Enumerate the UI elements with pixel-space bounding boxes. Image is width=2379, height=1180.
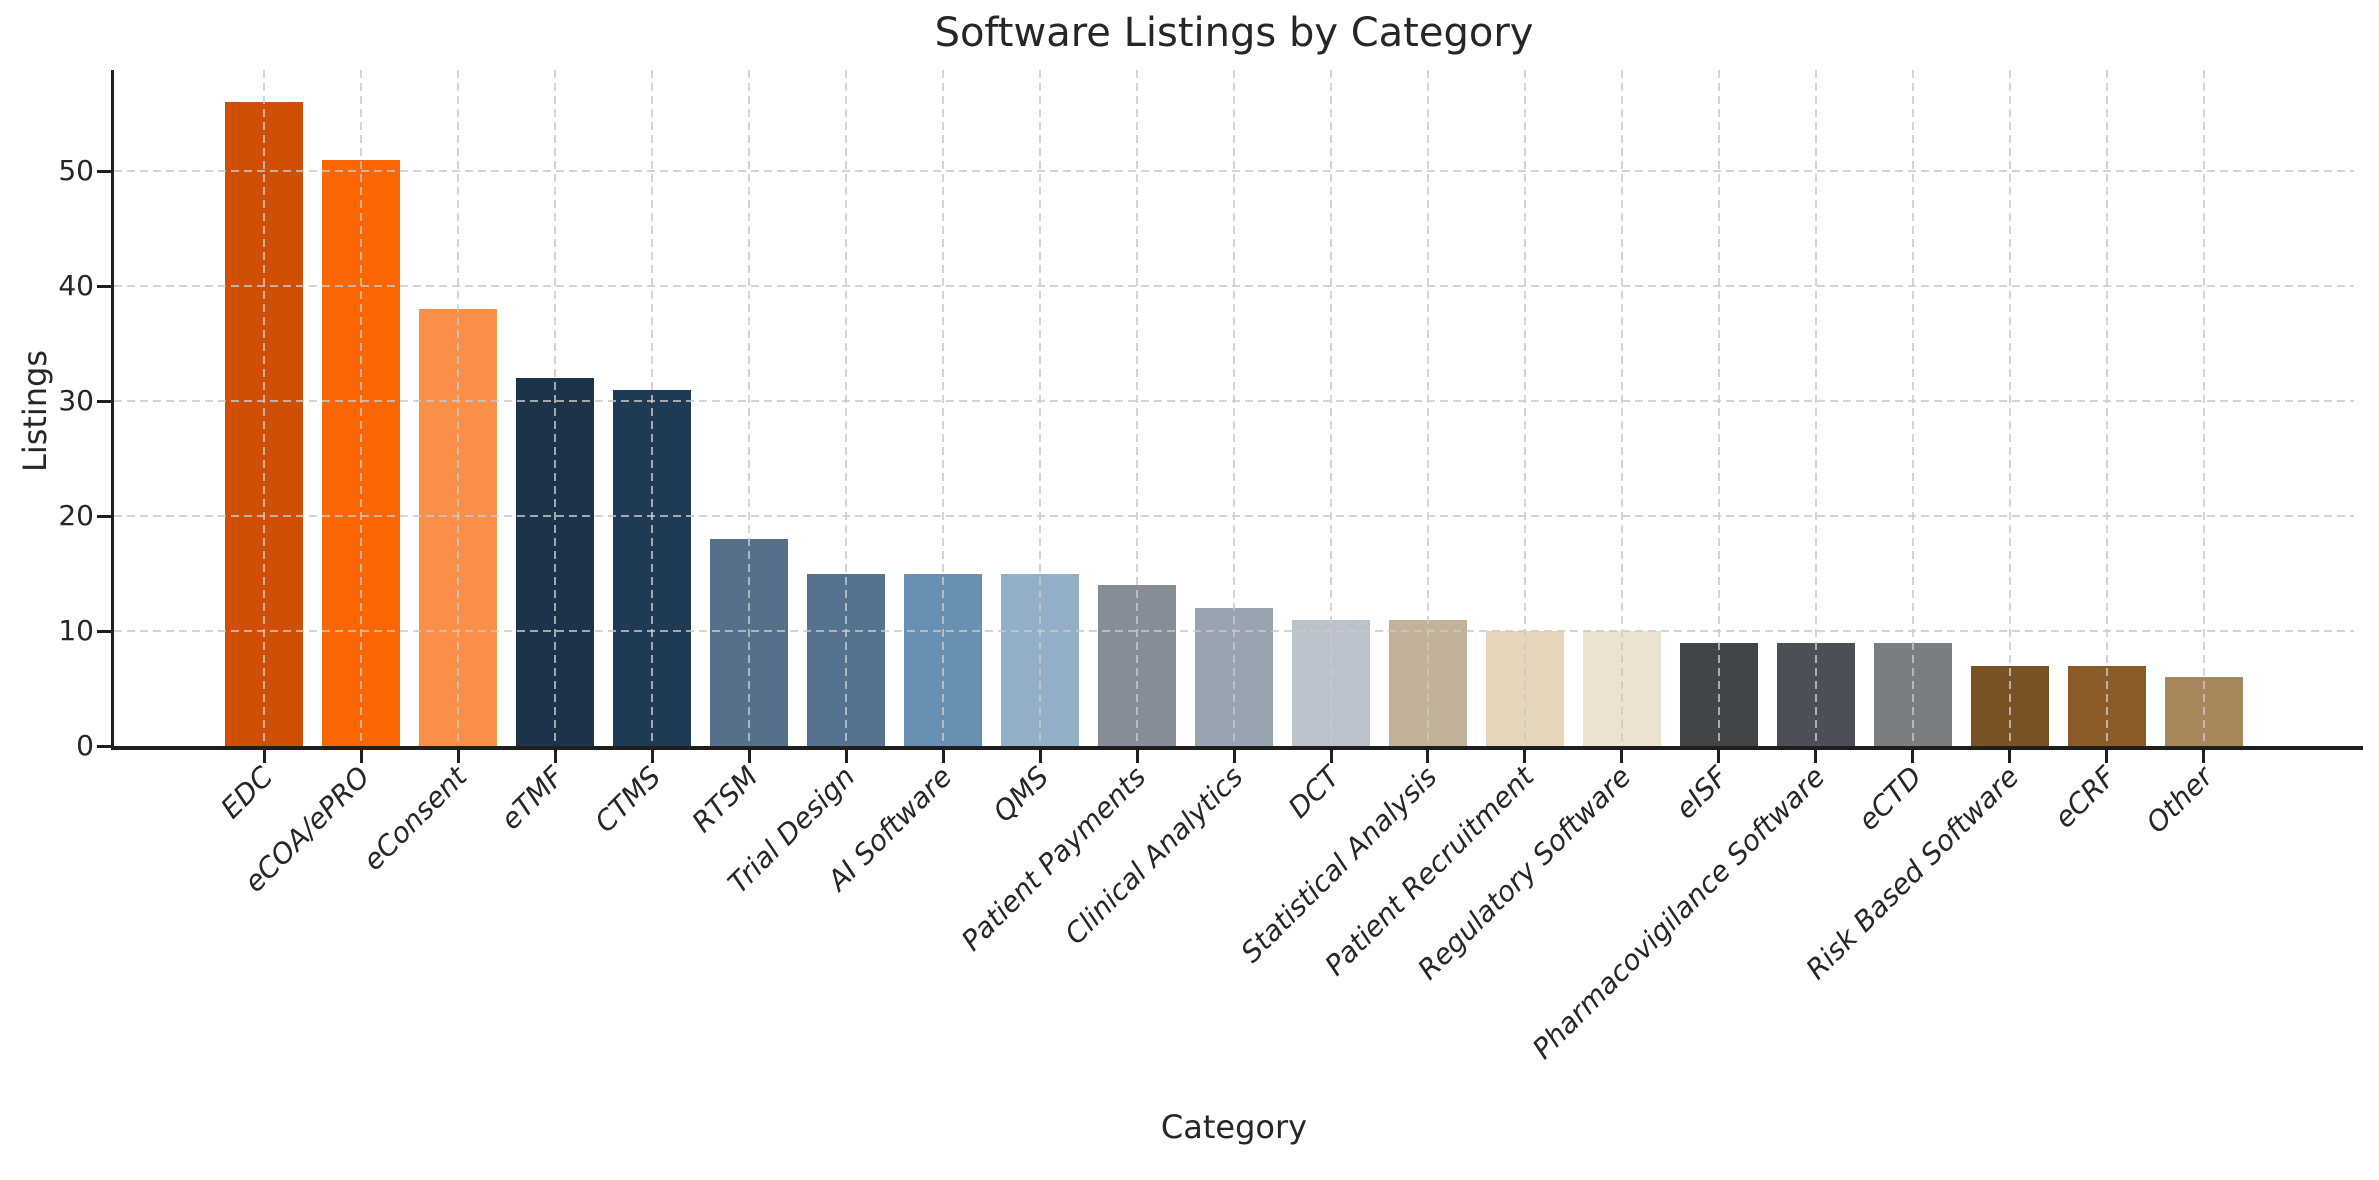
x-gridline-other [2202,70,2205,746]
x-tick-eisf [1717,750,1721,763]
x-gridline-qms [1039,70,1042,746]
y-tick-label-20: 20 [58,499,94,533]
x-tick-edc [262,750,266,763]
x-tick-ecoa-epro [359,750,363,763]
y-axis-label: Listings [16,349,54,472]
x-tick-econsent [456,750,460,763]
x-tick-risk-based-software [2008,750,2012,763]
y-gridline-50 [114,170,2354,173]
x-gridline-pharmacovigilance-software [1814,70,1817,746]
x-gridline-risk-based-software [2008,70,2011,746]
x-gridline-rtsm [748,70,751,746]
x-tick-regulatory-software [1620,750,1624,763]
y-tick-label-40: 40 [58,269,94,303]
x-tick-label-ectd: eCTD [1851,760,1929,837]
x-tick-trial-design [844,750,848,763]
x-tick-qms [1038,750,1042,763]
y-gridline-20 [114,515,2354,518]
y-tick-label-10: 10 [58,614,94,647]
x-tick-ctms [650,750,654,763]
y-gridline-10 [114,630,2354,632]
x-gridline-statistical-analysis [1426,70,1429,746]
x-gridline-etmf [554,70,557,746]
x-gridline-regulatory-software [1620,70,1623,746]
x-gridline-eisf [1717,70,1720,746]
y-tick-0 [97,744,111,748]
x-tick-label-other: Other [2139,760,2220,840]
y-gridline-30 [114,400,2354,403]
x-tick-label-ecrf: eCRF [2047,760,2123,835]
x-tick-label-rtsm: RTSM [685,760,765,839]
x-tick-label-etmf: eTMF [494,760,571,837]
x-tick-label-patient-payments: Patient Payments [954,760,1153,958]
left-spine [111,70,114,750]
x-tick-pharmacovigilance-software [1814,750,1818,763]
x-tick-etmf [553,750,557,763]
x-gridline-ecrf [2105,70,2108,746]
y-tick-label-0: 0 [76,729,94,762]
x-tick-label-dct: DCT [1281,760,1347,825]
x-gridline-trial-design [845,70,848,746]
x-tick-statistical-analysis [1426,750,1430,763]
x-gridline-ai-software [942,70,945,746]
x-gridline-clinical-analytics [1233,70,1235,746]
x-gridline-ectd [1911,70,1914,746]
y-gridline-40 [114,285,2354,288]
x-tick-label-ctms: CTMS [588,760,668,839]
y-tick-label-30: 30 [58,384,94,418]
x-tick-dct [1329,750,1333,763]
y-tick-label-50: 50 [58,154,94,188]
x-gridline-ecoa-epro [360,70,363,746]
chart-title: Software Listings by Category [934,10,1534,56]
x-tick-other [2202,750,2206,763]
y-tick-40 [97,284,111,288]
x-tick-ai-software [941,750,945,763]
x-tick-label-clinical-analytics: Clinical Analytics [1058,760,1250,951]
x-tick-patient-payments [1135,750,1139,763]
x-tick-label-qms: QMS [986,760,1056,829]
x-gridline-econsent [457,70,460,746]
x-tick-patient-recruitment [1523,750,1527,763]
y-tick-30 [97,399,111,403]
bottom-spine [111,746,2363,750]
y-tick-50 [97,169,111,173]
x-gridline-dct [1330,70,1332,746]
x-tick-label-eisf: eISF [1668,760,1735,826]
x-tick-label-edc: EDC [214,760,280,825]
x-tick-ecrf [2105,750,2109,763]
x-gridline-patient-payments [1136,70,1138,746]
x-tick-clinical-analytics [1232,750,1236,763]
x-axis-label: Category [1160,1108,1308,1146]
x-tick-label-econsent: eConsent [356,760,474,877]
x-gridline-patient-recruitment [1523,70,1526,746]
x-gridline-edc [263,70,266,746]
x-tick-ectd [1911,750,1915,763]
x-gridline-ctms [651,70,654,746]
y-tick-10 [97,629,111,633]
x-tick-rtsm [747,750,751,763]
y-tick-20 [97,514,111,518]
